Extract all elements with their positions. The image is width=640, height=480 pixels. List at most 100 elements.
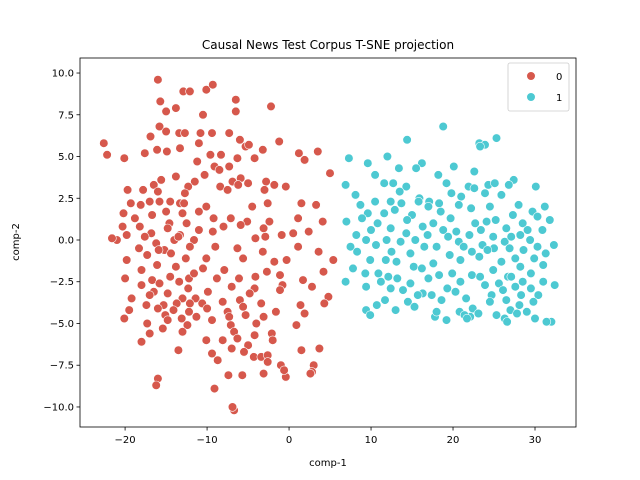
point-series-1 xyxy=(505,243,515,253)
point-series-0 xyxy=(142,318,152,329)
point-series-0 xyxy=(201,202,211,212)
point-series-0 xyxy=(209,213,219,223)
point-series-1 xyxy=(516,290,526,300)
point-series-0 xyxy=(293,242,303,252)
point-series-1 xyxy=(531,182,541,192)
point-series-1 xyxy=(473,308,484,319)
point-series-0 xyxy=(185,298,195,309)
point-series-0 xyxy=(168,305,179,315)
point-series-1 xyxy=(526,268,536,279)
point-series-1 xyxy=(388,178,398,188)
point-series-1 xyxy=(365,255,375,265)
point-series-0 xyxy=(318,217,328,227)
point-series-0 xyxy=(190,177,200,187)
point-series-0 xyxy=(295,300,306,310)
point-series-0 xyxy=(269,180,279,190)
point-series-0 xyxy=(165,272,175,282)
point-series-1 xyxy=(532,212,543,222)
point-series-1 xyxy=(413,290,423,300)
point-series-1 xyxy=(379,208,389,218)
point-series-0 xyxy=(194,207,204,217)
point-series-1 xyxy=(496,257,507,267)
point-series-0 xyxy=(266,101,276,111)
point-series-0 xyxy=(163,223,173,233)
point-series-0 xyxy=(201,85,211,95)
point-series-0 xyxy=(238,302,248,312)
legend-label-1: 1 xyxy=(556,93,562,104)
point-series-0 xyxy=(145,197,155,207)
point-series-1 xyxy=(449,161,459,172)
y-axis-label: comp-2 xyxy=(11,223,22,261)
point-series-0 xyxy=(300,308,310,319)
points-layer xyxy=(99,75,560,415)
point-series-0 xyxy=(275,270,285,280)
point-series-0 xyxy=(239,347,249,357)
point-series-1 xyxy=(532,242,543,252)
point-series-0 xyxy=(158,323,168,334)
point-series-0 xyxy=(152,260,162,270)
point-series-0 xyxy=(198,110,208,120)
point-series-1 xyxy=(550,280,560,290)
point-series-0 xyxy=(233,180,243,190)
point-series-0 xyxy=(218,297,228,307)
point-series-1 xyxy=(341,217,352,227)
point-series-0 xyxy=(122,185,133,195)
point-series-1 xyxy=(398,285,408,295)
point-series-0 xyxy=(195,128,206,138)
point-series-1 xyxy=(363,158,373,168)
point-series-0 xyxy=(118,208,129,218)
point-series-1 xyxy=(442,283,452,294)
point-series-0 xyxy=(313,146,323,157)
point-series-1 xyxy=(500,237,510,247)
point-series-0 xyxy=(179,198,189,208)
point-series-1 xyxy=(506,272,516,282)
point-series-0 xyxy=(177,313,187,324)
point-series-1 xyxy=(436,207,446,217)
point-series-0 xyxy=(250,153,260,163)
point-series-0 xyxy=(180,128,190,138)
plot-area xyxy=(80,58,576,427)
point-series-1 xyxy=(386,247,397,257)
point-series-0 xyxy=(182,320,192,330)
point-series-0 xyxy=(243,340,253,350)
point-series-0 xyxy=(127,293,137,304)
point-series-1 xyxy=(482,245,493,255)
point-series-0 xyxy=(154,121,165,132)
point-series-0 xyxy=(232,153,242,163)
point-series-0 xyxy=(136,337,147,347)
point-series-1 xyxy=(447,268,457,279)
point-series-0 xyxy=(177,208,188,218)
point-series-0 xyxy=(140,148,150,158)
point-series-0 xyxy=(205,150,215,160)
point-series-1 xyxy=(455,255,466,265)
point-series-0 xyxy=(154,245,164,255)
point-series-0 xyxy=(151,380,161,390)
point-series-1 xyxy=(345,242,356,252)
point-series-1 xyxy=(386,197,396,207)
point-series-1 xyxy=(341,277,351,287)
point-series-0 xyxy=(166,248,176,258)
point-series-0 xyxy=(277,230,287,240)
point-series-0 xyxy=(191,312,201,322)
point-series-0 xyxy=(223,185,233,195)
point-series-1 xyxy=(405,278,416,289)
point-series-1 xyxy=(441,315,452,325)
chart-title: Causal News Test Corpus T-SNE projection xyxy=(202,38,454,52)
point-series-1 xyxy=(433,170,443,180)
point-series-1 xyxy=(405,248,416,258)
point-series-1 xyxy=(344,153,354,163)
point-series-1 xyxy=(491,133,502,143)
point-series-0 xyxy=(194,225,204,235)
point-series-0 xyxy=(119,153,129,163)
point-series-1 xyxy=(515,230,525,240)
point-series-1 xyxy=(488,232,498,242)
point-series-1 xyxy=(485,202,495,212)
point-series-0 xyxy=(223,370,233,380)
point-series-1 xyxy=(386,283,396,294)
point-series-1 xyxy=(454,200,464,210)
point-series-1 xyxy=(403,297,413,307)
point-series-1 xyxy=(383,272,393,282)
point-series-1 xyxy=(541,317,552,327)
point-series-0 xyxy=(304,227,314,237)
point-series-0 xyxy=(227,402,238,412)
